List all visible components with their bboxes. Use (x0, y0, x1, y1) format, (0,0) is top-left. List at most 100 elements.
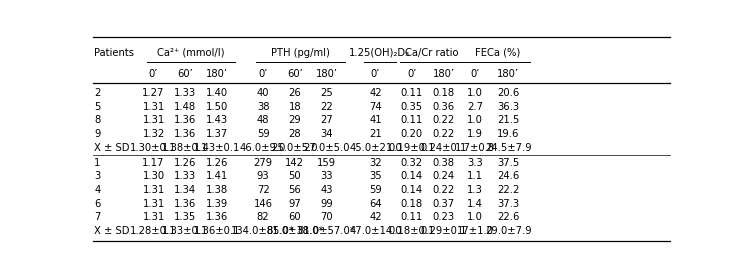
Text: 29.0±7.9: 29.0±7.9 (485, 226, 531, 236)
Text: 22.2: 22.2 (497, 185, 519, 195)
Text: 180’: 180’ (432, 69, 455, 79)
Text: 28: 28 (289, 129, 301, 139)
Text: 1.31: 1.31 (142, 102, 164, 112)
Text: 1.35: 1.35 (174, 212, 196, 222)
Text: 74: 74 (369, 102, 382, 112)
Text: 60’: 60’ (287, 69, 303, 79)
Text: 1.0: 1.0 (467, 212, 483, 222)
Text: 180’: 180’ (206, 69, 228, 79)
Text: 2.7: 2.7 (467, 102, 484, 112)
Text: 0.11: 0.11 (401, 212, 423, 222)
Text: 5: 5 (94, 102, 100, 112)
Text: 1.31: 1.31 (142, 185, 164, 195)
Text: 1.1: 1.1 (467, 171, 484, 181)
Text: 146: 146 (254, 199, 272, 209)
Text: 0.22: 0.22 (432, 115, 455, 125)
Text: 1.31: 1.31 (142, 199, 164, 209)
Text: 29: 29 (289, 115, 301, 125)
Text: 1.28±0.1: 1.28±0.1 (130, 226, 177, 236)
Text: Ca/Cr ratio: Ca/Cr ratio (405, 48, 459, 58)
Text: 1.31: 1.31 (142, 212, 164, 222)
Text: Patients: Patients (94, 48, 134, 58)
Text: 26: 26 (289, 88, 301, 98)
Text: 24.6: 24.6 (497, 171, 519, 181)
Text: PTH (pg/ml): PTH (pg/ml) (271, 48, 330, 58)
Text: 1.27: 1.27 (142, 88, 164, 98)
Text: 81.0±57.0*: 81.0±57.0* (298, 226, 356, 236)
Text: X ± SD: X ± SD (94, 226, 129, 236)
Text: 0.22: 0.22 (432, 129, 455, 139)
Text: 81.0±38.0*: 81.0±38.0* (266, 226, 324, 236)
Text: 1.26: 1.26 (174, 157, 196, 168)
Text: 82: 82 (257, 212, 269, 222)
Text: 3: 3 (94, 171, 100, 181)
Text: 37.5: 37.5 (497, 157, 519, 168)
Text: 1.39: 1.39 (206, 199, 228, 209)
Text: 4: 4 (94, 185, 100, 195)
Text: 41: 41 (369, 115, 382, 125)
Text: 1.26: 1.26 (206, 157, 228, 168)
Text: 72: 72 (257, 185, 269, 195)
Text: 0.38: 0.38 (432, 157, 455, 168)
Text: 1.36: 1.36 (174, 115, 196, 125)
Text: 22: 22 (320, 102, 333, 112)
Text: 1.38: 1.38 (206, 185, 228, 195)
Text: 50: 50 (289, 171, 301, 181)
Text: 0.11: 0.11 (401, 88, 423, 98)
Text: 1.34: 1.34 (174, 185, 196, 195)
Text: 22.6: 22.6 (497, 212, 519, 222)
Text: 134.0±85.0*: 134.0±85.0* (231, 226, 295, 236)
Text: 1.33: 1.33 (174, 88, 196, 98)
Text: 0.23: 0.23 (432, 212, 455, 222)
Text: 25: 25 (320, 88, 333, 98)
Text: 1.7±0.8: 1.7±0.8 (455, 143, 496, 153)
Text: 1.31: 1.31 (142, 115, 164, 125)
Text: 1.36: 1.36 (174, 129, 196, 139)
Text: 59: 59 (369, 185, 382, 195)
Text: 64: 64 (369, 199, 382, 209)
Text: 0.18: 0.18 (432, 88, 455, 98)
Text: 33: 33 (320, 171, 333, 181)
Text: 93: 93 (257, 171, 269, 181)
Text: 1.48: 1.48 (174, 102, 196, 112)
Text: 1.4: 1.4 (467, 199, 483, 209)
Text: 70: 70 (320, 212, 333, 222)
Text: 0.18: 0.18 (401, 199, 423, 209)
Text: 1.32: 1.32 (142, 129, 164, 139)
Text: 99: 99 (320, 199, 333, 209)
Text: 1.40: 1.40 (206, 88, 228, 98)
Text: 59: 59 (257, 129, 269, 139)
Text: 6: 6 (94, 199, 100, 209)
Text: 45.0±21.0: 45.0±21.0 (349, 143, 402, 153)
Text: 1.25(OH)₂D₃: 1.25(OH)₂D₃ (349, 48, 411, 58)
Text: 0.36: 0.36 (432, 102, 455, 112)
Text: 1.9: 1.9 (467, 129, 484, 139)
Text: 0.20: 0.20 (401, 129, 423, 139)
Text: 37.3: 37.3 (497, 199, 519, 209)
Text: 21: 21 (369, 129, 382, 139)
Text: 0.24: 0.24 (432, 171, 455, 181)
Text: 35: 35 (369, 171, 382, 181)
Text: 0’: 0’ (371, 69, 380, 79)
Text: 0.37: 0.37 (432, 199, 455, 209)
Text: 40: 40 (257, 88, 269, 98)
Text: 1.37: 1.37 (206, 129, 228, 139)
Text: 27.0±5.0: 27.0±5.0 (304, 143, 350, 153)
Text: 48: 48 (257, 115, 269, 125)
Text: 1.43±0.1: 1.43±0.1 (193, 143, 240, 153)
Text: 1.17: 1.17 (142, 157, 164, 168)
Text: 97: 97 (289, 199, 301, 209)
Text: 1.33±0.1: 1.33±0.1 (162, 226, 208, 236)
Text: 32: 32 (369, 157, 382, 168)
Text: 0.35: 0.35 (401, 102, 423, 112)
Text: 1.30: 1.30 (143, 171, 164, 181)
Text: X ± SD: X ± SD (94, 143, 129, 153)
Text: 7: 7 (94, 212, 100, 222)
Text: 34: 34 (320, 129, 333, 139)
Text: 1.0: 1.0 (467, 88, 483, 98)
Text: 1.36: 1.36 (174, 199, 196, 209)
Text: 60’: 60’ (177, 69, 193, 79)
Text: 1.43: 1.43 (206, 115, 228, 125)
Text: FECa (%): FECa (%) (475, 48, 520, 58)
Text: 56: 56 (289, 185, 301, 195)
